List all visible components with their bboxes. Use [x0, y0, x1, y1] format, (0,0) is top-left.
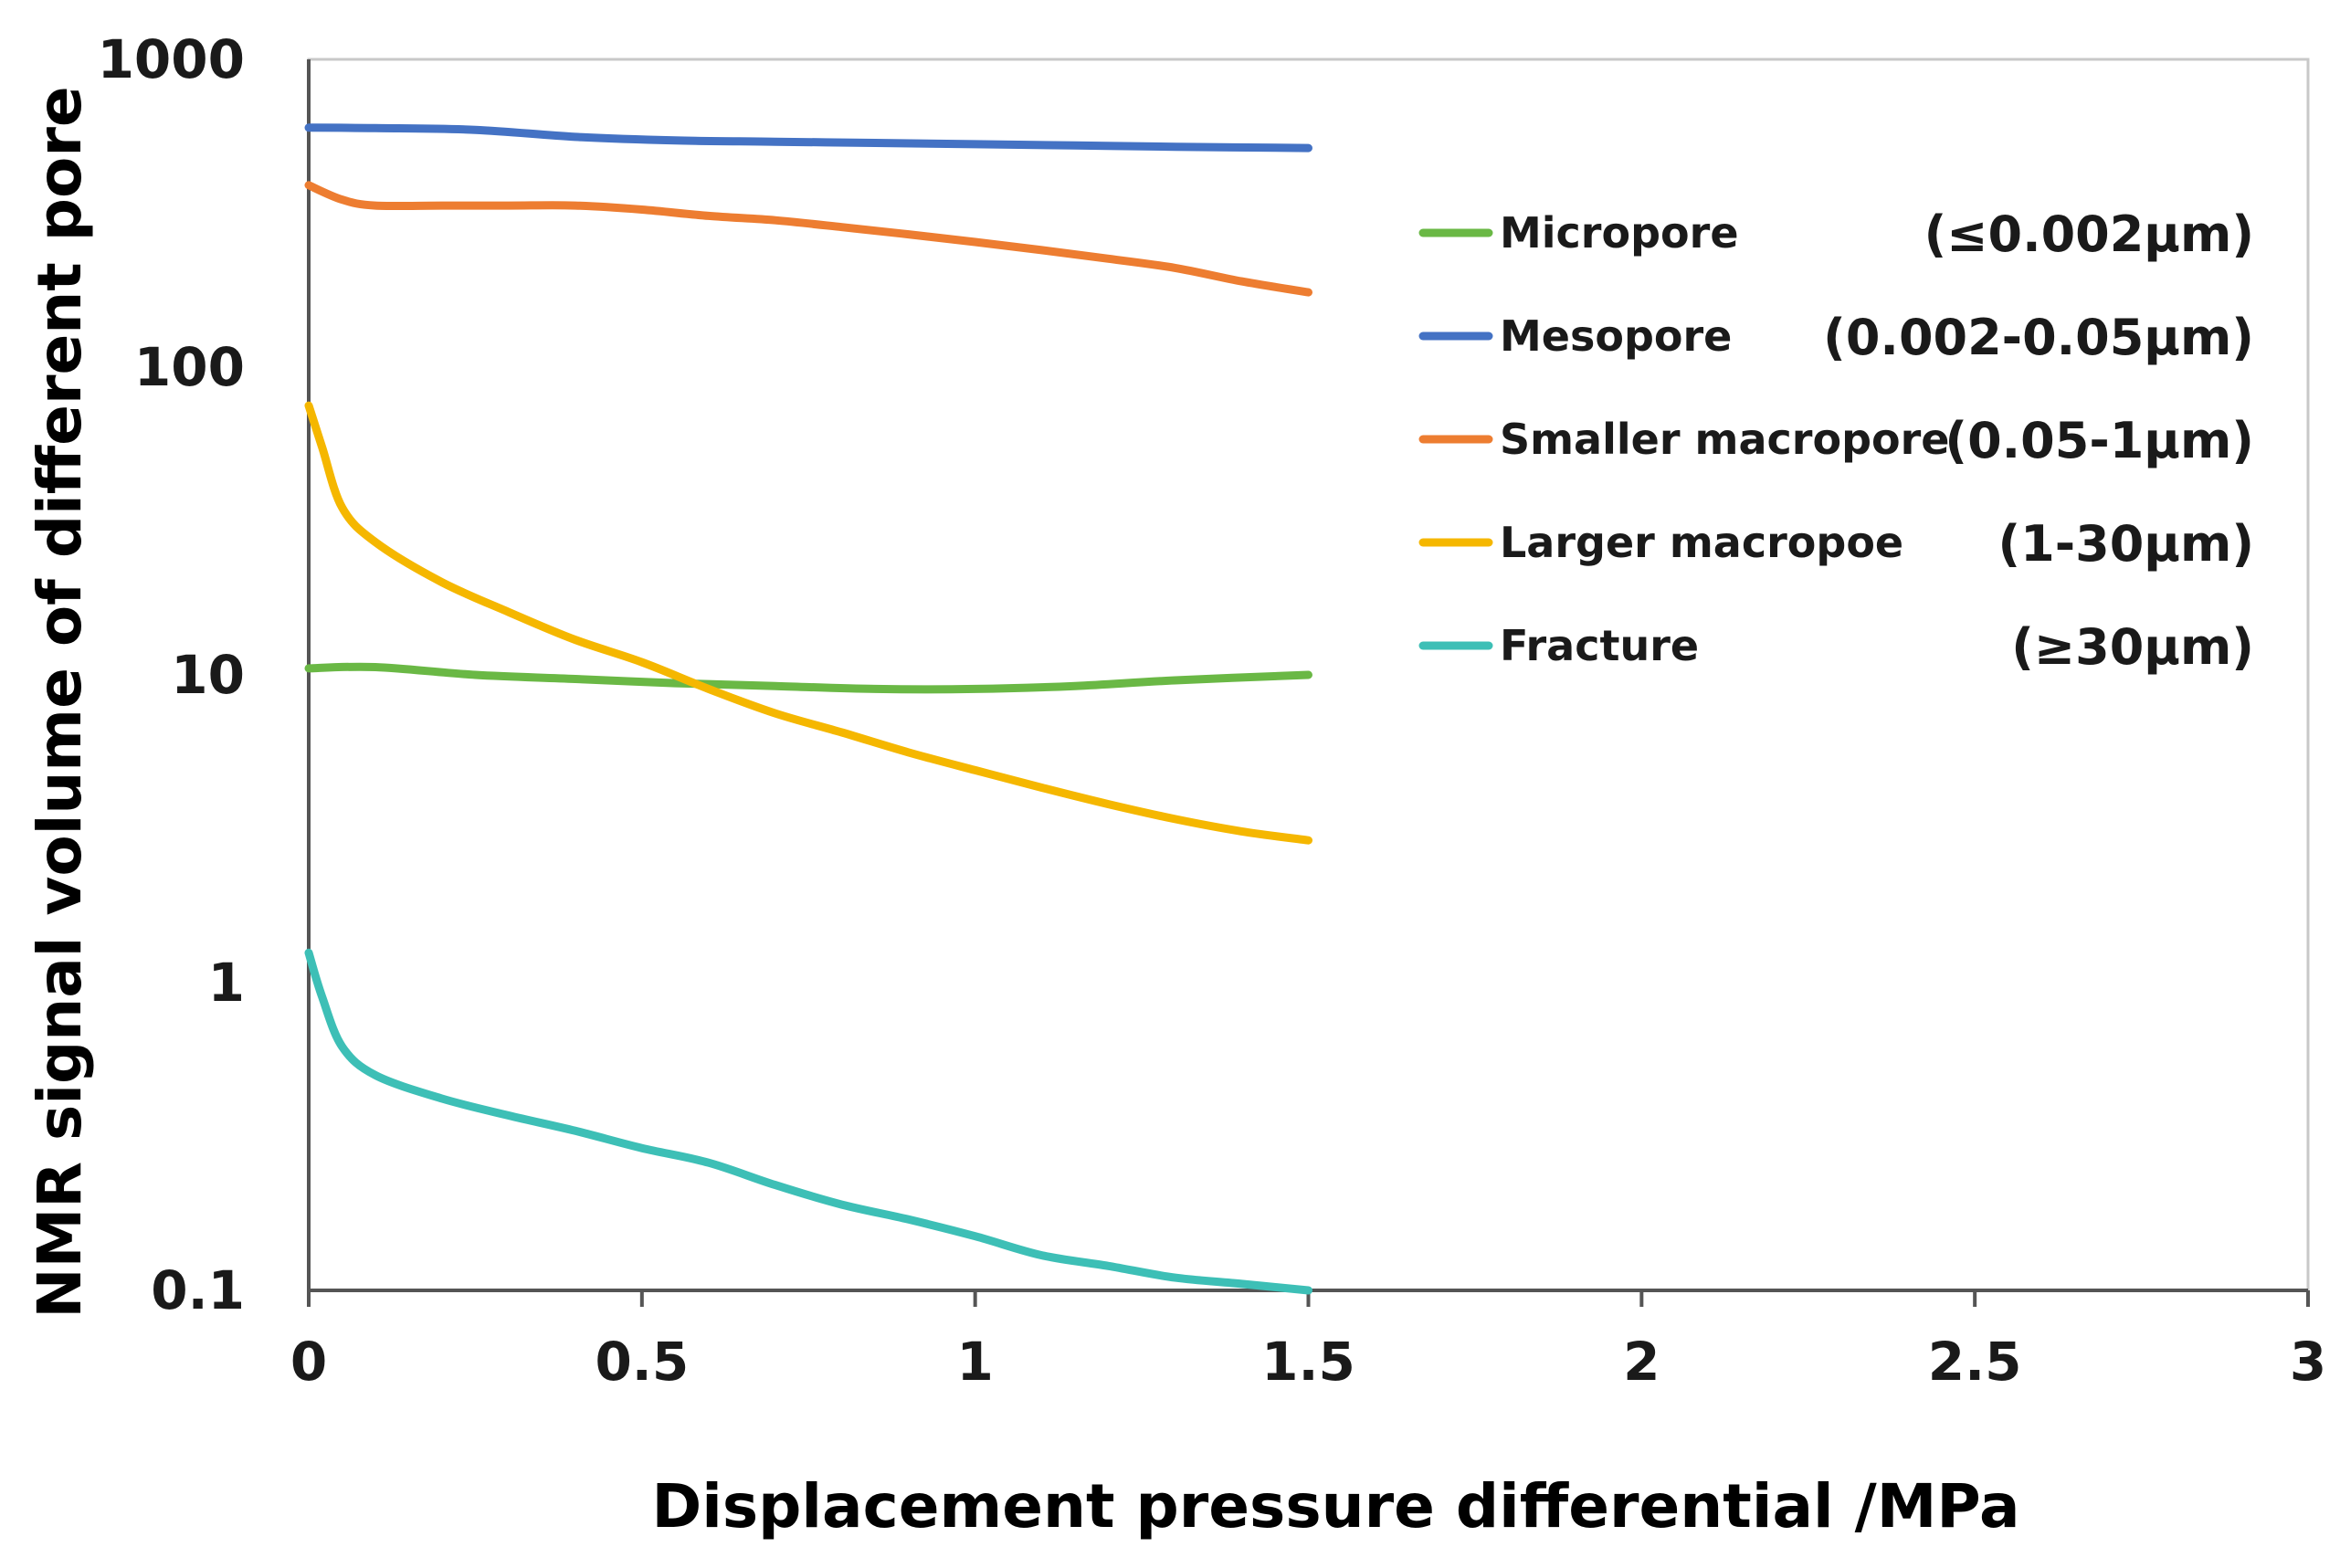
x-tick-label: 0.5	[595, 1331, 689, 1393]
y-tick-label: 10	[171, 644, 245, 706]
legend-label-micropore: Micropore	[1500, 208, 1739, 258]
axis-ticks: 0 0.5 1 1.5 2 2.5 3 0.1 1 10 100 1000	[98, 28, 2327, 1393]
series-line-smaller-macropore	[304, 181, 1312, 297]
x-tick-label: 0	[290, 1331, 327, 1393]
legend-range-smaller-macropore: (0.05-1μm)	[1945, 412, 2254, 469]
series-line-fracture	[304, 948, 1312, 1295]
x-tick-label: 3	[2290, 1331, 2326, 1393]
x-axis-title: Displacement pressure differential /MPa	[651, 1471, 2019, 1542]
y-tick-label: 1000	[98, 28, 245, 90]
series-line-mesopore	[304, 123, 1312, 153]
legend: Micropore (≤0.002μm) Mesopore (0.002-0.05μm…	[1418, 205, 2255, 676]
y-tick-label: 1	[208, 952, 245, 1014]
series-line-larger-macropoe	[304, 401, 1312, 845]
series-lines	[304, 123, 1312, 1295]
legend-range-mesopore: (0.002-0.05μm)	[1823, 309, 2254, 366]
x-tick-label: 2	[1623, 1331, 1660, 1393]
legend-label-larger-macropoe: Larger macropoe	[1500, 518, 1903, 567]
x-tick-label: 2.5	[1928, 1331, 2022, 1393]
legend-label-mesopore: Mesopore	[1500, 311, 1732, 361]
x-tick-label: 1.5	[1261, 1331, 1355, 1393]
y-tick-label: 100	[134, 336, 245, 398]
legend-label-smaller-macropore: Smaller macropore	[1500, 415, 1949, 464]
series-line-micropore	[304, 662, 1312, 694]
legend-label-fracture: Fracture	[1500, 621, 1699, 670]
legend-range-fracture: (≥30μm)	[2011, 618, 2254, 676]
y-tick-label: 0.1	[151, 1259, 245, 1321]
x-tick-label: 1	[956, 1331, 993, 1393]
legend-range-micropore: (≤0.002μm)	[1924, 205, 2254, 263]
y-axis-title: NMR signal volume of different pore	[25, 86, 95, 1318]
legend-range-larger-macropoe: (1-30μm)	[1998, 515, 2255, 573]
